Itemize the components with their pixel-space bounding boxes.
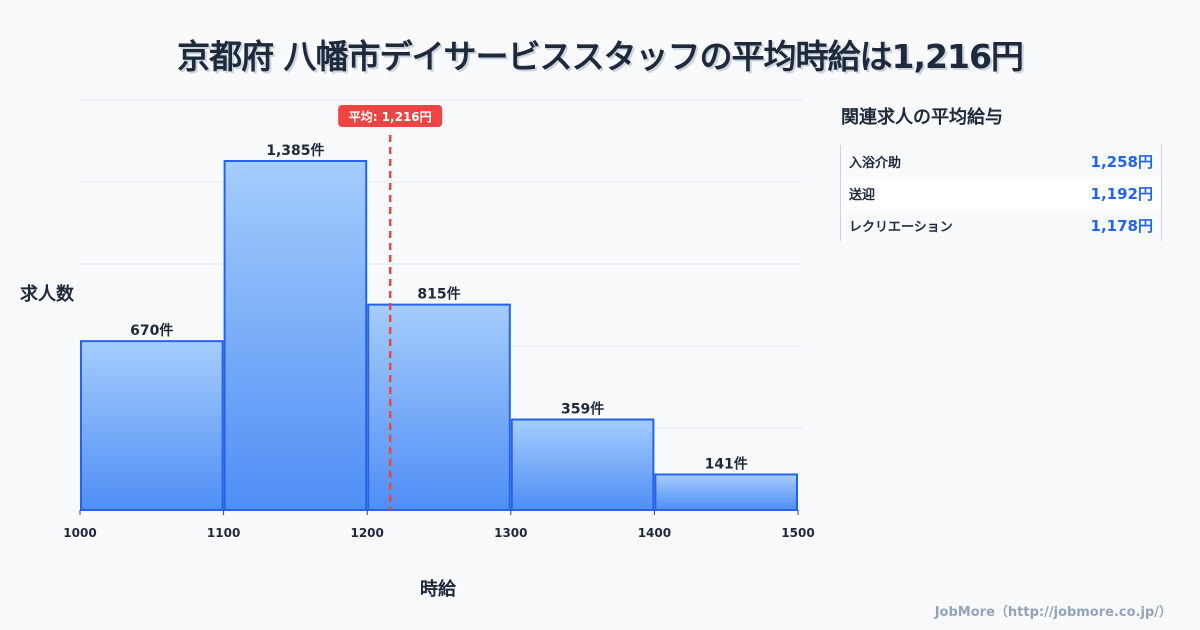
related-item-value: 1,192円 [1090, 184, 1153, 203]
related-item-label: 送迎 [849, 187, 876, 203]
x-tick-label: 1400 [638, 526, 671, 540]
bar-value-label: 815件 [417, 286, 460, 303]
bar-value-label: 359件 [561, 401, 604, 418]
bar-value-label: 141件 [705, 455, 748, 472]
histogram-bar [510, 418, 655, 511]
bar-value-label: 670件 [130, 322, 173, 339]
x-tick-label: 1500 [781, 526, 814, 540]
x-tick-label: 1200 [350, 526, 383, 540]
bar-value-label: 1,385件 [266, 142, 324, 159]
x-tick-label: 1300 [494, 526, 527, 540]
related-item: 送迎 1,192円 [841, 177, 1161, 209]
histogram-bar [367, 303, 511, 511]
mean-label: 平均: 1,216円 [349, 109, 432, 124]
related-item-value: 1,178円 [1090, 216, 1153, 235]
related-salary-list: 入浴介助 1,258円 送迎 1,192円 レクリエーション 1,178円 [840, 145, 1162, 241]
histogram-bar [223, 159, 368, 511]
histogram-bar [80, 340, 224, 511]
related-item: 入浴介助 1,258円 [841, 145, 1161, 177]
chart-title: 京都府 八幡市デイサービススタッフの平均時給は1,216円 [177, 37, 1024, 76]
footer-credit: JobMore（http://jobmore.co.jp/） [934, 605, 1172, 620]
related-item-label: 入浴介助 [849, 155, 902, 171]
x-tick-label: 1100 [207, 526, 240, 540]
x-tick-label: 1000 [63, 526, 96, 540]
y-axis-label: 求人数 [20, 284, 74, 305]
related-item: レクリエーション 1,178円 [841, 209, 1161, 241]
related-item-label: レクリエーション [849, 219, 953, 235]
histogram-chart: 670件 1,385件 815件 359件 141件 1000 1100 1200 1300 14… [63, 99, 815, 540]
x-axis-label: 時給 [420, 579, 456, 600]
histogram-bar [654, 473, 799, 512]
related-salary-title: 関連求人の平均給与 [841, 107, 1003, 128]
related-item-value: 1,258円 [1090, 152, 1153, 171]
mean-badge [338, 105, 443, 127]
